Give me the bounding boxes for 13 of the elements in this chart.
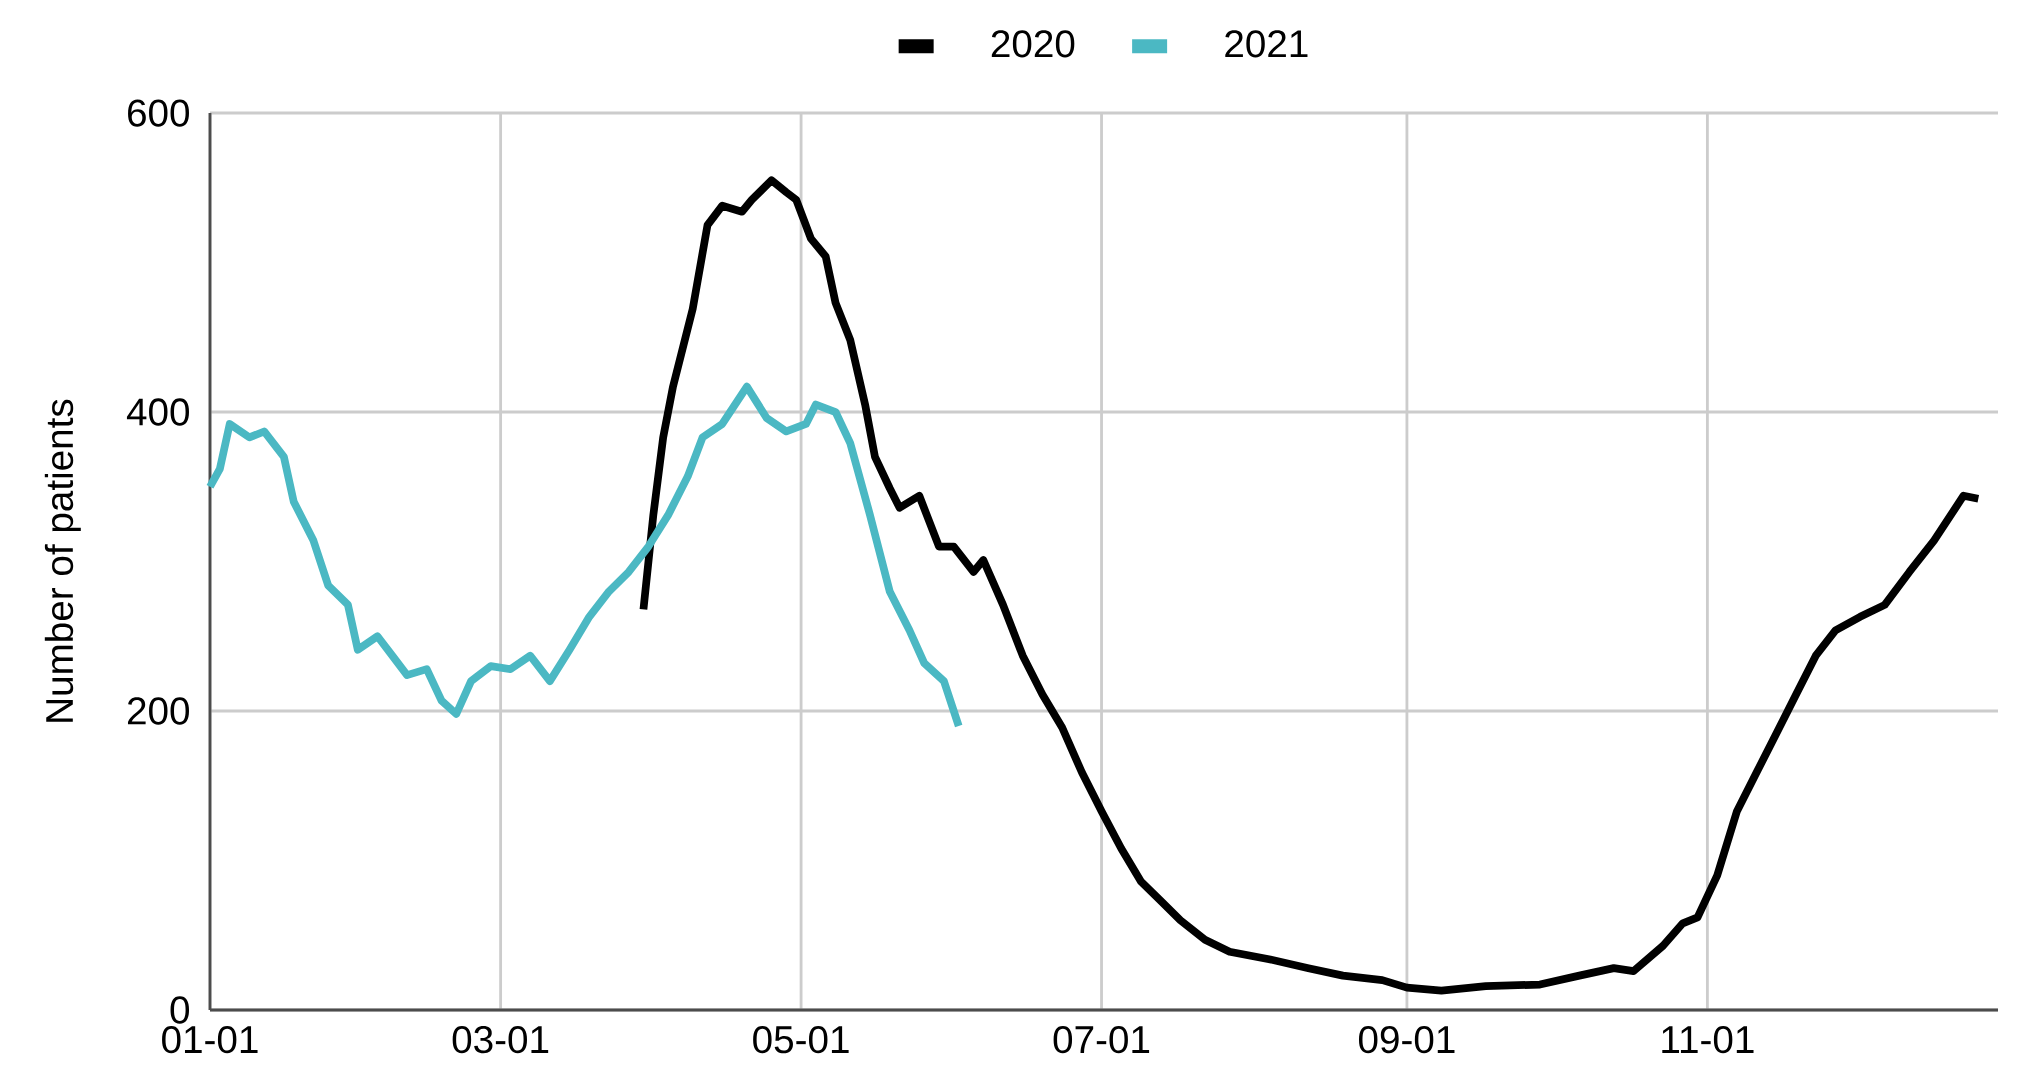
- y-tick-label: 200: [127, 697, 189, 725]
- legend-label: 2021: [1225, 30, 1308, 58]
- y-tick-label: 0: [170, 996, 190, 1024]
- x-tick-label: 01-01: [162, 1025, 258, 1054]
- x-tick-label: 05-01: [753, 1025, 849, 1054]
- y-tick-label: 400: [126, 398, 189, 426]
- x-tick-label: 03-01: [452, 1025, 549, 1054]
- legend-label: 2020: [991, 30, 1075, 58]
- x-tick-label: 09-01: [1358, 1025, 1455, 1054]
- y-tick-label: 600: [128, 99, 189, 127]
- x-tick-label: 07-01: [1053, 1025, 1150, 1054]
- x-tick-label: 11-01: [1662, 1025, 1754, 1054]
- y-axis-title: Number of patients: [44, 399, 81, 722]
